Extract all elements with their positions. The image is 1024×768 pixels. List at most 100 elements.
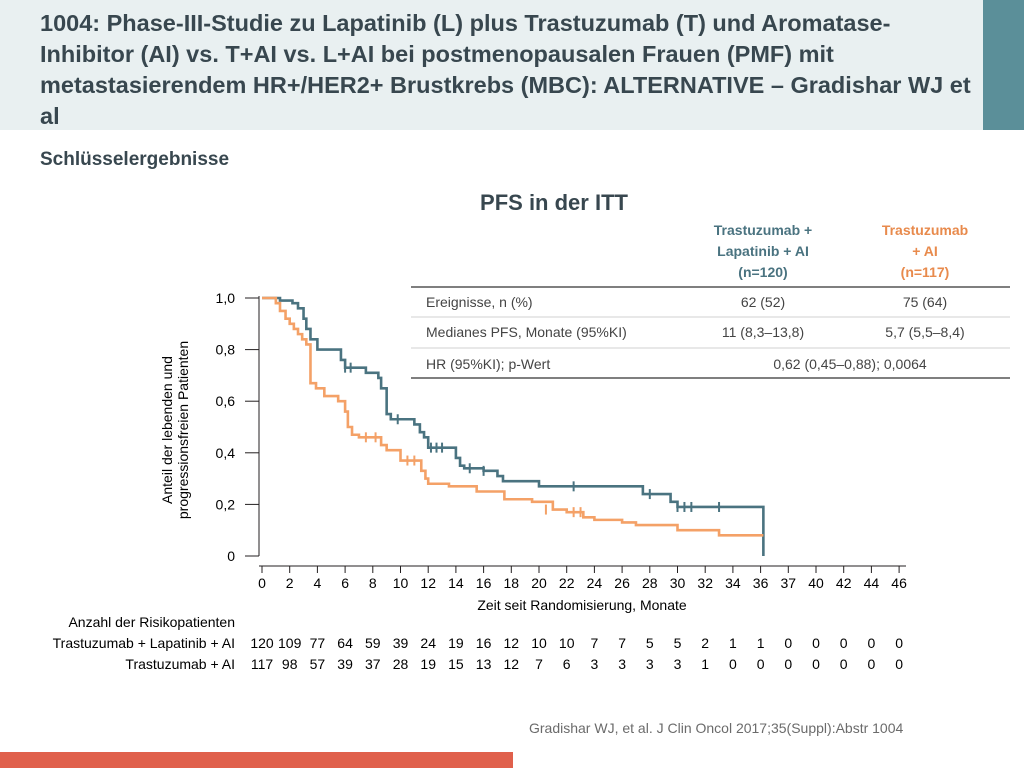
risk-value: 0	[812, 656, 820, 672]
risk-value: 0	[757, 656, 765, 672]
risk-value: 28	[393, 656, 409, 672]
risk-value: 39	[337, 656, 353, 672]
risk-value: 109	[278, 635, 302, 651]
curve-tlai	[262, 296, 765, 556]
risk-value: 0	[840, 635, 848, 651]
risk-table: Anzahl der Risikopatienten Trastuzumab +…	[53, 614, 904, 672]
y-axis-label: Anteil der lebenden und progressionsfrei…	[159, 341, 191, 519]
risk-value: 12	[504, 656, 520, 672]
risk-value: 59	[365, 635, 381, 651]
y-ticks: 0 0,2 0,4 0,6 0,8 1,0	[216, 290, 259, 564]
km-curves	[262, 296, 765, 556]
risk-value: 1	[729, 635, 737, 651]
risk-table-title: Anzahl der Risikopatienten	[68, 614, 235, 630]
y-axis-label-line-1: Anteil der lebenden und	[159, 356, 175, 504]
x-tick-label: 4	[314, 575, 322, 591]
risk-value: 3	[646, 656, 654, 672]
risk-value: 24	[420, 635, 436, 651]
risk-value: 64	[337, 635, 353, 651]
y-tick-label: 0,8	[216, 342, 236, 358]
risk-value: 13	[476, 656, 492, 672]
col-header-tlai-line-1: Trastuzumab +	[714, 222, 812, 238]
risk-value: 10	[559, 635, 575, 651]
x-tick-label: 10	[393, 575, 409, 591]
risk-value: 15	[448, 656, 464, 672]
header-band	[0, 0, 1024, 130]
x-tick-label: 16	[476, 575, 492, 591]
x-tick-label: 14	[448, 575, 464, 591]
x-tick-label: 42	[836, 575, 852, 591]
header-accent-bar	[983, 0, 1024, 130]
x-tick-label: 22	[559, 575, 575, 591]
x-tick-label: 37	[781, 575, 797, 591]
risk-row-label-tlai: Trastuzumab + Lapatinib + AI	[53, 635, 235, 651]
risk-value: 117	[251, 656, 274, 672]
risk-value: 57	[310, 656, 326, 672]
results-table: Trastuzumab + Lapatinib + AI (n=120) Tra…	[411, 222, 1010, 379]
x-ticks: 0 2 4 6 8 10 12 14 16 18 20 22 24 26 28 30 32 34 36 37 40 42 4…	[258, 566, 907, 591]
y-tick-label: 0,2	[216, 496, 236, 512]
risk-value: 10	[531, 635, 547, 651]
risk-value: 19	[448, 635, 464, 651]
row-median-label: Medianes PFS, Monate (95%KI)	[426, 324, 627, 340]
y-tick-label: 1,0	[216, 290, 236, 306]
slide-subtitle: Schlüsselergebnisse	[40, 149, 230, 170]
x-tick-label: 30	[670, 575, 686, 591]
chart-axes	[258, 296, 906, 567]
risk-value: 3	[591, 656, 599, 672]
risk-value: 3	[674, 656, 682, 672]
col-header-tai-line-2: + AI	[912, 243, 938, 259]
risk-value: 98	[282, 656, 298, 672]
risk-values: 120 109 77 64 59 39 24 19 16 12 10 10 7 7 5 5 2 1 1 0 0 0 0 011…	[250, 635, 903, 672]
row-events-label: Ereignisse, n (%)	[426, 294, 533, 310]
risk-value: 12	[504, 635, 520, 651]
x-tick-label: 24	[587, 575, 603, 591]
risk-value: 37	[365, 656, 381, 672]
risk-value: 16	[476, 635, 492, 651]
y-tick-label: 0,4	[216, 445, 236, 461]
risk-value: 77	[310, 635, 326, 651]
x-tick-label: 28	[642, 575, 658, 591]
col-header-tlai-line-3: (n=120)	[738, 264, 787, 280]
y-tick-label: 0,6	[216, 393, 236, 409]
col-header-tai-line-1: Trastuzumab	[882, 222, 968, 238]
risk-value: 120	[250, 635, 274, 651]
x-tick-label: 26	[614, 575, 630, 591]
row-hr-value: 0,62 (0,45–0,88); 0,0064	[773, 356, 927, 372]
risk-value: 39	[393, 635, 409, 651]
risk-value: 1	[757, 635, 765, 651]
risk-value: 0	[729, 656, 737, 672]
risk-value: 7	[535, 656, 543, 672]
x-tick-label: 40	[808, 575, 824, 591]
risk-value: 7	[618, 635, 626, 651]
y-axis-label-line-2: progressionsfreien Patienten	[175, 341, 191, 519]
chart-title: PFS in der ITT	[480, 190, 628, 215]
risk-value: 0	[840, 656, 848, 672]
risk-value: 7	[591, 635, 599, 651]
slide-title: 1004: Phase-III-Studie zu Lapatinib (L) …	[40, 10, 971, 129]
x-axis-label: Zeit seit Randomisierung, Monate	[477, 597, 687, 613]
risk-value: 6	[563, 656, 571, 672]
x-tick-label: 44	[864, 575, 880, 591]
x-tick-label: 20	[531, 575, 547, 591]
risk-value: 3	[618, 656, 626, 672]
x-tick-label: 0	[258, 575, 266, 591]
x-tick-label: 18	[504, 575, 520, 591]
risk-value: 2	[701, 635, 709, 651]
x-tick-label: 2	[286, 575, 294, 591]
curve-tai	[262, 296, 764, 537]
x-tick-label: 32	[697, 575, 713, 591]
x-tick-label: 12	[420, 575, 436, 591]
results-table-bg	[411, 287, 1010, 378]
x-tick-label: 36	[753, 575, 769, 591]
risk-value: 0	[895, 656, 903, 672]
risk-value: 0	[895, 635, 903, 651]
x-tick-label: 8	[369, 575, 377, 591]
risk-row-label-tai: Trastuzumab + AI	[125, 656, 235, 672]
row-events-tlai: 62 (52)	[741, 294, 785, 310]
col-header-tlai-line-2: Lapatinib + AI	[717, 243, 809, 259]
risk-value: 19	[420, 656, 436, 672]
risk-value: 5	[674, 635, 682, 651]
risk-value: 0	[812, 635, 820, 651]
